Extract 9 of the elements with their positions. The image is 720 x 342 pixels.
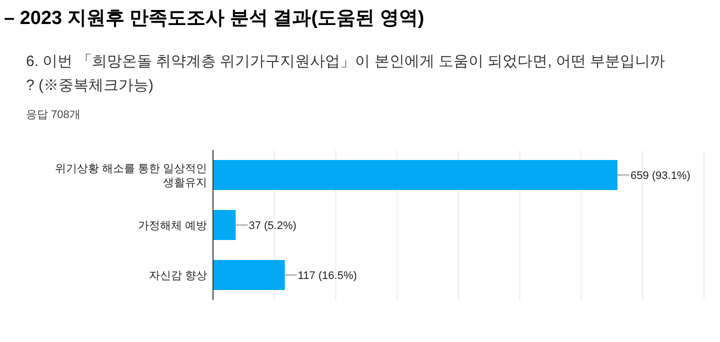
data-label: 117 (16.5%) — [298, 270, 357, 282]
chart-title: – 2023 지원후 만족도조사 분석 결과(도움된 영역) — [4, 8, 424, 29]
y-tick-label: 가정해체 예방 — [138, 220, 207, 232]
data-label: 37 (5.2%) — [248, 220, 296, 232]
y-tick-label: 위기상황 해소를 통한 일상적인 생활유지 — [54, 163, 207, 189]
text: 응답 708개 — [26, 109, 80, 121]
data-label: 659 (93.1%) — [630, 170, 690, 182]
chart-subtitle: 6. 이번 「희망온돌 취약계층 위기가구지원사업」이 본인에게 도움이 되었다면, 어떤 부분입니까? (※중복체크가능) — [26, 53, 666, 94]
y-tick-label: 자신감 향상 — [148, 270, 207, 282]
